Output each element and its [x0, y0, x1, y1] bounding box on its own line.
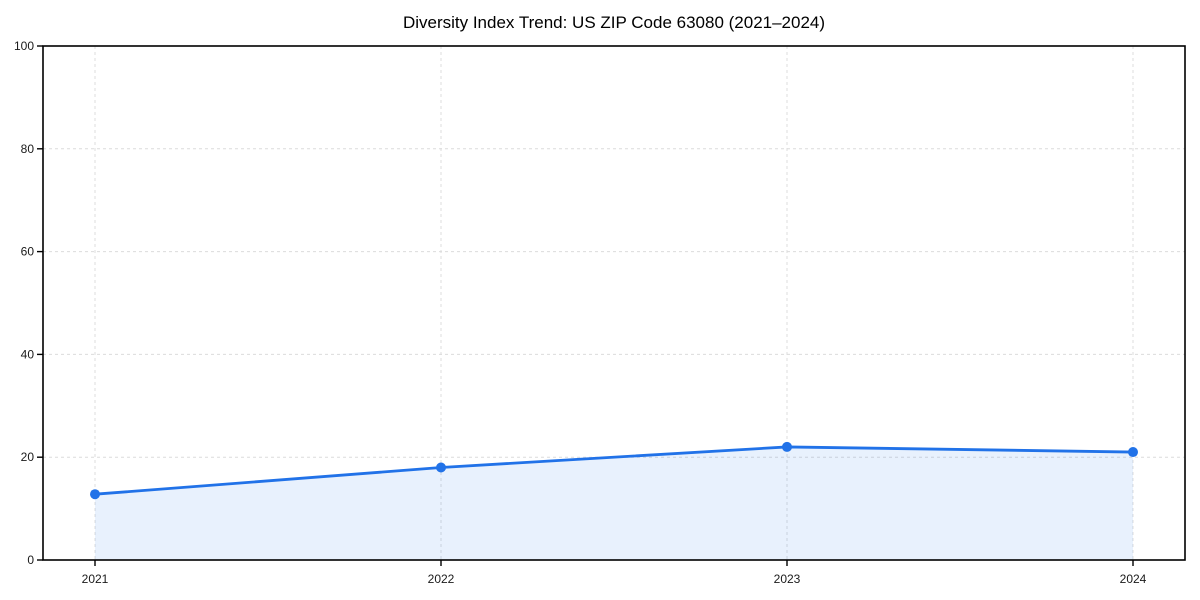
y-tick-label: 60 [21, 245, 35, 259]
data-point-marker [436, 462, 446, 473]
y-tick-label: 100 [14, 39, 34, 53]
plot-border [42, 45, 1186, 561]
x-tick-label: 2023 [774, 572, 801, 586]
y-tick-label: 40 [21, 347, 35, 361]
area-fill [95, 446, 1133, 560]
y-tick-label: 0 [27, 553, 34, 567]
x-tick-label: 2022 [428, 572, 455, 586]
data-point-marker [90, 489, 100, 500]
x-tick-label: 2021 [82, 572, 109, 586]
trend-line [93, 445, 1135, 496]
y-tick-label: 80 [21, 142, 35, 156]
x-tick-label: 2024 [1120, 572, 1147, 586]
y-tick-label: 20 [21, 450, 35, 464]
data-point-marker [782, 441, 792, 452]
data-point-marker [1128, 447, 1138, 458]
chart-title: Diversity Index Trend: US ZIP Code 63080… [402, 13, 826, 32]
